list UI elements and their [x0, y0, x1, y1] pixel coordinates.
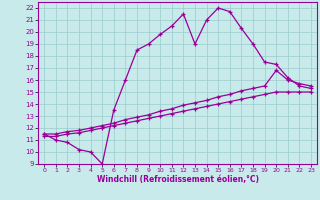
X-axis label: Windchill (Refroidissement éolien,°C): Windchill (Refroidissement éolien,°C): [97, 175, 259, 184]
